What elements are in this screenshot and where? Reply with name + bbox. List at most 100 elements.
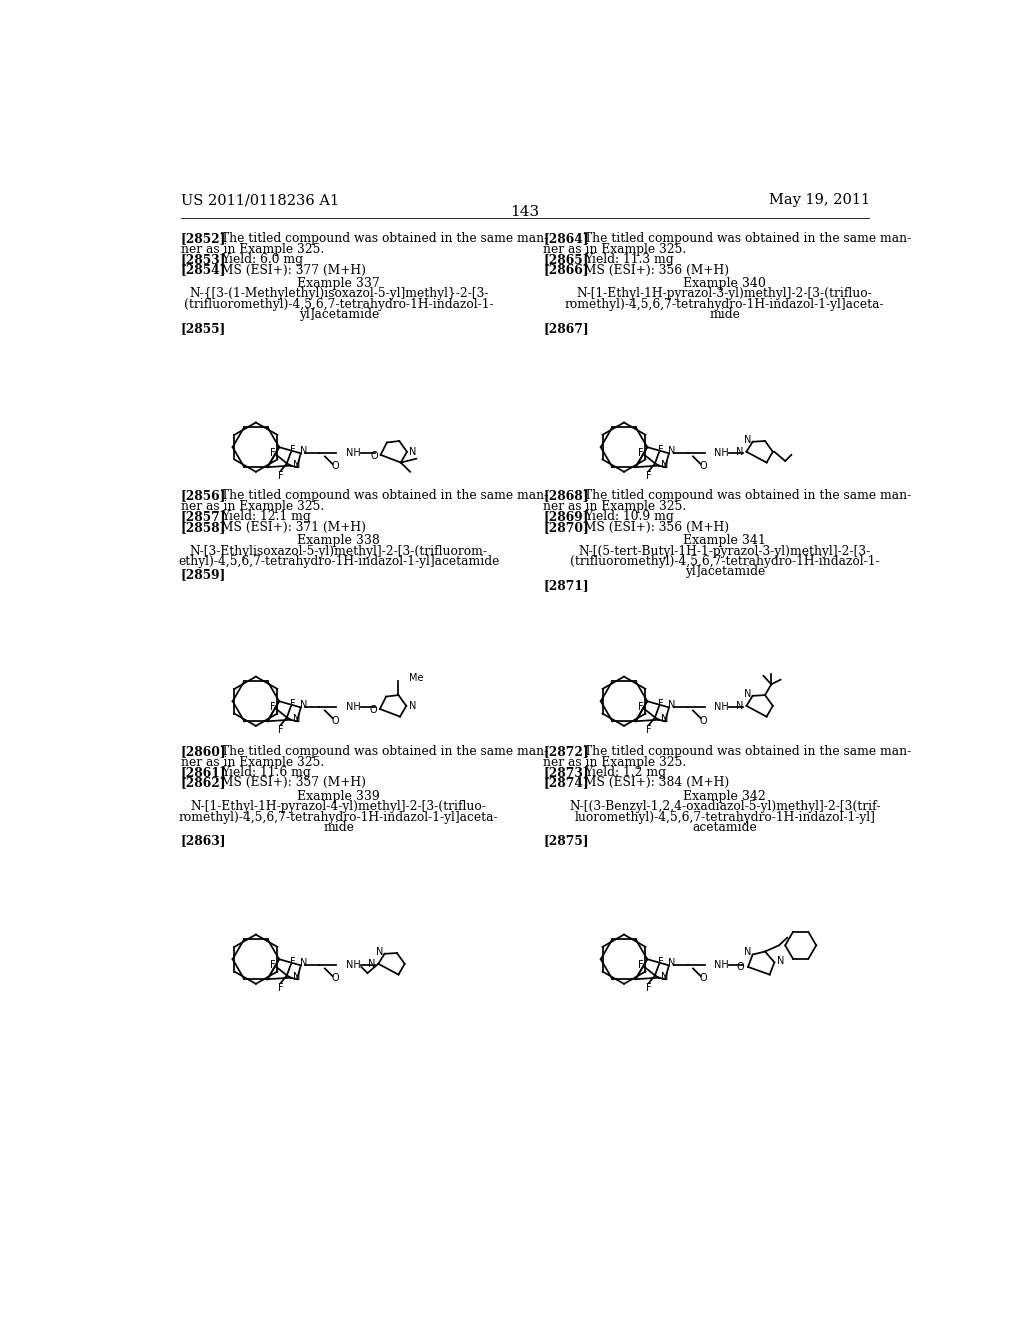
Text: The titled compound was obtained in the same man-: The titled compound was obtained in the … — [584, 232, 911, 246]
Text: luoromethyl)-4,5,6,7-tetrahydro-1H-indazol-1-yl]: luoromethyl)-4,5,6,7-tetrahydro-1H-indaz… — [574, 810, 876, 824]
Text: O: O — [331, 973, 339, 983]
Text: O: O — [699, 715, 707, 726]
Text: [2870]: [2870] — [544, 520, 589, 533]
Text: F: F — [278, 725, 284, 735]
Text: MS (ESI+): 357 (M+H): MS (ESI+): 357 (M+H) — [221, 776, 366, 789]
Text: N-[(3-Benzyl-1,2,4-oxadiazol-5-yl)methyl]-2-[3(trif-: N-[(3-Benzyl-1,2,4-oxadiazol-5-yl)methyl… — [569, 800, 881, 813]
Text: O: O — [699, 973, 707, 983]
Text: O: O — [331, 462, 339, 471]
Text: F: F — [278, 982, 284, 993]
Text: May 19, 2011: May 19, 2011 — [769, 193, 870, 207]
Text: MS (ESI+): 377 (M+H): MS (ESI+): 377 (M+H) — [221, 264, 366, 276]
Text: Yield: 10.9 mg: Yield: 10.9 mg — [584, 511, 674, 523]
Text: romethyl)-4,5,6,7-tetrahydro-1H-indazol-1-yl]aceta-: romethyl)-4,5,6,7-tetrahydro-1H-indazol-… — [179, 810, 499, 824]
Text: [2859]: [2859] — [180, 569, 226, 581]
Text: O: O — [736, 962, 744, 972]
Text: N: N — [669, 446, 676, 455]
Text: N: N — [669, 700, 676, 710]
Text: [2857]: [2857] — [180, 511, 226, 523]
Text: F: F — [658, 700, 664, 709]
Text: F: F — [638, 447, 644, 458]
Text: N: N — [293, 972, 301, 982]
Text: N: N — [662, 714, 669, 723]
Text: F: F — [290, 445, 296, 455]
Text: MS (ESI+): 356 (M+H): MS (ESI+): 356 (M+H) — [584, 520, 729, 533]
Text: The titled compound was obtained in the same man-: The titled compound was obtained in the … — [584, 744, 911, 758]
Text: [2853]: [2853] — [180, 253, 226, 267]
Text: Yield: 11.6 mg: Yield: 11.6 mg — [221, 766, 310, 779]
Text: N-[(5-tert-Butyl-1H-1-pyrazol-3-yl)methyl]-2-[3-: N-[(5-tert-Butyl-1H-1-pyrazol-3-yl)methy… — [579, 545, 870, 557]
Text: romethyl)-4,5,6,7-tetrahydro-1H-indazol-1-yl]aceta-: romethyl)-4,5,6,7-tetrahydro-1H-indazol-… — [565, 298, 885, 310]
Text: ner as in Example 325.: ner as in Example 325. — [544, 500, 687, 513]
Text: Example 342: Example 342 — [683, 789, 766, 803]
Text: N: N — [409, 701, 416, 711]
Text: NH: NH — [714, 702, 729, 713]
Text: N-[3-Ethylisoxazol-5-yl)methyl]-2-[3-(trifluorom-: N-[3-Ethylisoxazol-5-yl)methyl]-2-[3-(tr… — [189, 545, 487, 557]
Text: The titled compound was obtained in the same man-: The titled compound was obtained in the … — [221, 232, 548, 246]
Text: N: N — [743, 436, 751, 445]
Text: mide: mide — [324, 821, 354, 834]
Text: O: O — [699, 462, 707, 471]
Text: F: F — [646, 471, 651, 480]
Text: O: O — [331, 715, 339, 726]
Text: N: N — [300, 700, 307, 710]
Text: NH: NH — [346, 961, 360, 970]
Text: [2865]: [2865] — [544, 253, 589, 267]
Text: MS (ESI+): 371 (M+H): MS (ESI+): 371 (M+H) — [221, 520, 366, 533]
Text: N: N — [743, 689, 751, 700]
Text: [2874]: [2874] — [544, 776, 589, 789]
Text: [2866]: [2866] — [544, 264, 589, 276]
Text: [2873]: [2873] — [544, 766, 589, 779]
Text: F: F — [658, 957, 664, 968]
Text: N: N — [293, 459, 301, 470]
Text: ner as in Example 325.: ner as in Example 325. — [180, 243, 324, 256]
Text: [2858]: [2858] — [180, 520, 226, 533]
Text: F: F — [270, 702, 275, 711]
Text: acetamide: acetamide — [692, 821, 757, 834]
Text: ner as in Example 325.: ner as in Example 325. — [180, 500, 324, 513]
Text: N-[1-Ethyl-1H-pyrazol-3-yl)methyl]-2-[3-(trifluo-: N-[1-Ethyl-1H-pyrazol-3-yl)methyl]-2-[3-… — [577, 288, 872, 301]
Text: F: F — [270, 447, 275, 458]
Text: NH: NH — [346, 449, 360, 458]
Text: Example 340: Example 340 — [683, 277, 766, 290]
Text: [2855]: [2855] — [180, 322, 226, 335]
Text: N: N — [300, 958, 307, 968]
Text: ner as in Example 325.: ner as in Example 325. — [180, 755, 324, 768]
Text: N: N — [662, 972, 669, 982]
Text: ethyl)-4,5,6,7-tetrahydro-1H-indazol-1-yl]acetamide: ethyl)-4,5,6,7-tetrahydro-1H-indazol-1-y… — [178, 554, 500, 568]
Text: Example 341: Example 341 — [683, 535, 766, 548]
Text: Yield: 12.1 mg: Yield: 12.1 mg — [221, 511, 310, 523]
Text: Example 339: Example 339 — [297, 789, 380, 803]
Text: 143: 143 — [510, 205, 540, 219]
Text: Yield: 1.2 mg: Yield: 1.2 mg — [584, 766, 666, 779]
Text: F: F — [658, 445, 664, 455]
Text: O: O — [371, 450, 378, 461]
Text: [2869]: [2869] — [544, 511, 589, 523]
Text: N-[1-Ethyl-1H-pyrazol-4-yl)methyl]-2-[3-(trifluo-: N-[1-Ethyl-1H-pyrazol-4-yl)methyl]-2-[3-… — [190, 800, 486, 813]
Text: N: N — [662, 459, 669, 470]
Text: [2867]: [2867] — [544, 322, 589, 335]
Text: [2856]: [2856] — [180, 490, 226, 503]
Text: N: N — [776, 956, 784, 966]
Text: N: N — [736, 446, 743, 457]
Text: Example 337: Example 337 — [297, 277, 380, 290]
Text: The titled compound was obtained in the same man-: The titled compound was obtained in the … — [584, 490, 911, 503]
Text: F: F — [646, 982, 651, 993]
Text: N: N — [743, 948, 751, 957]
Text: F: F — [270, 960, 275, 970]
Text: F: F — [638, 960, 644, 970]
Text: F: F — [290, 957, 296, 968]
Text: F: F — [638, 702, 644, 711]
Text: N: N — [410, 446, 417, 457]
Text: yl]acetamide: yl]acetamide — [299, 308, 379, 321]
Text: N: N — [293, 714, 301, 723]
Text: [2871]: [2871] — [544, 579, 589, 591]
Text: [2863]: [2863] — [180, 834, 226, 847]
Text: ner as in Example 325.: ner as in Example 325. — [544, 755, 687, 768]
Text: yl]acetamide: yl]acetamide — [685, 565, 765, 578]
Text: ner as in Example 325.: ner as in Example 325. — [544, 243, 687, 256]
Text: NH: NH — [346, 702, 360, 713]
Text: O: O — [370, 705, 378, 714]
Text: [2864]: [2864] — [544, 232, 589, 246]
Text: [2852]: [2852] — [180, 232, 226, 246]
